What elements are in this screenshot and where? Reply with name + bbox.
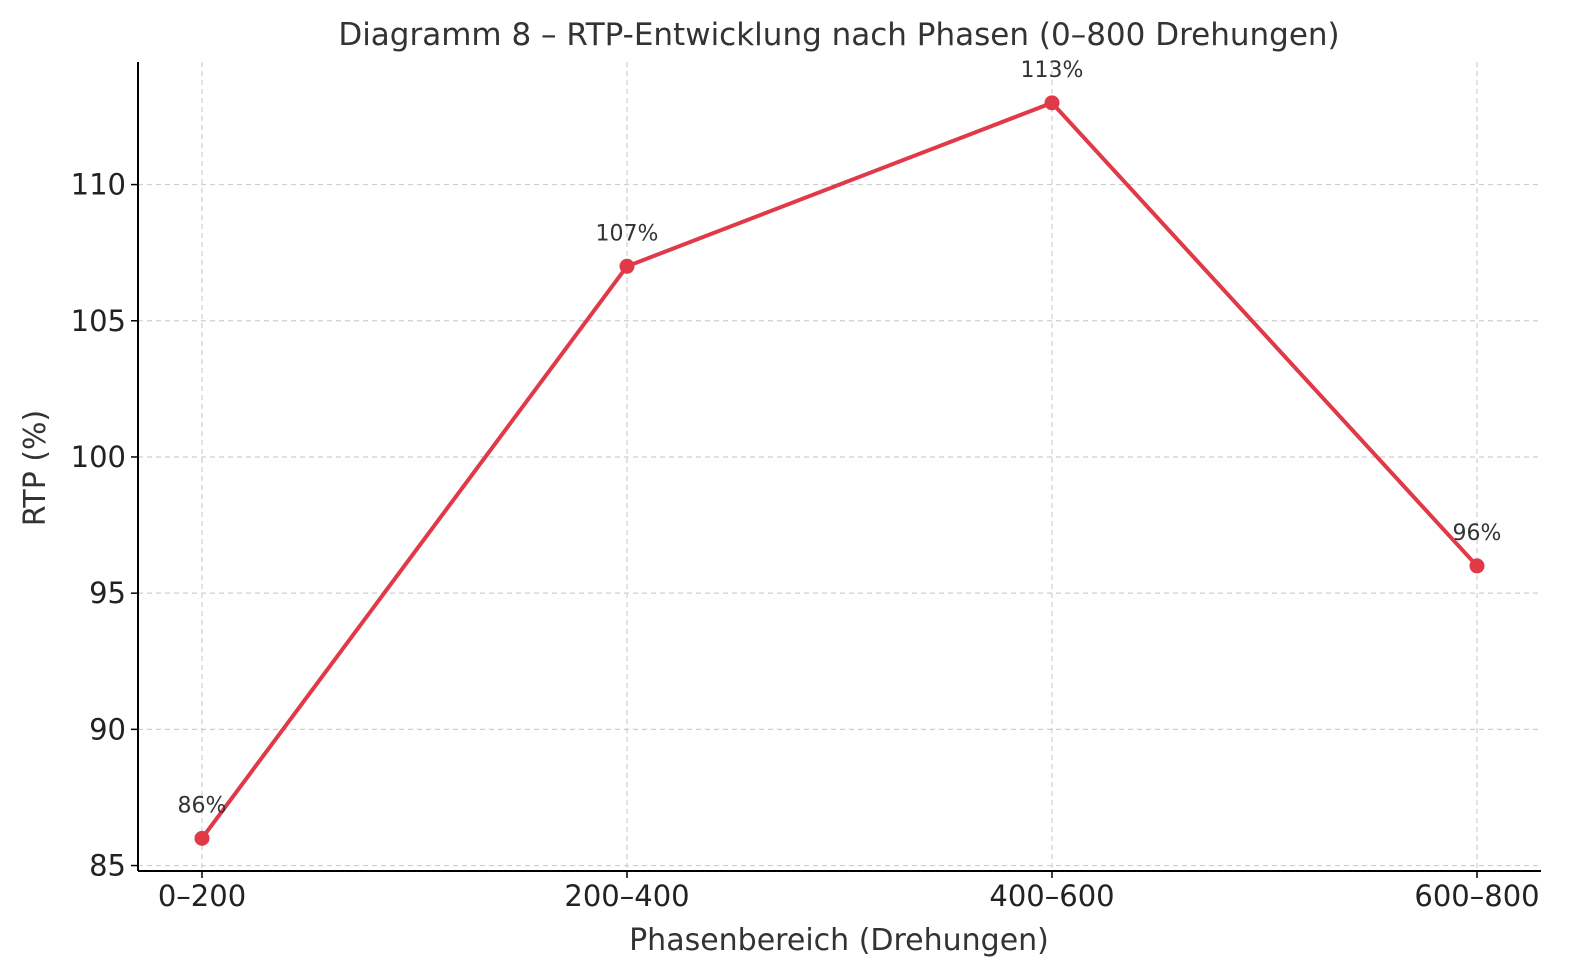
y-tick-label: 85 — [89, 849, 126, 883]
chart-title: Diagramm 8 – RTP-Entwicklung nach Phasen… — [338, 17, 1339, 53]
y-axis-label: RTP (%) — [18, 410, 53, 527]
series — [194, 95, 1485, 846]
y-tick-label: 105 — [71, 304, 126, 338]
data-point — [194, 830, 210, 846]
y-tick-label: 100 — [71, 440, 126, 474]
data-label: 113% — [1021, 58, 1084, 83]
y-tick-label: 90 — [89, 712, 126, 746]
x-tick-label: 400–600 — [989, 879, 1114, 913]
y-tick-label: 95 — [89, 576, 126, 610]
data-label: 86% — [178, 793, 227, 818]
data-point — [1469, 558, 1485, 574]
data-point — [1044, 95, 1060, 111]
data-label: 96% — [1453, 521, 1502, 546]
y-tick-label: 110 — [71, 168, 126, 202]
axes — [137, 62, 1541, 872]
ticks: 85 90 95 100 105 110 0–200 200–400 400–600 600–80… — [71, 168, 1540, 913]
x-axis-label: Phasenbereich (Drehungen) — [629, 923, 1049, 958]
data-label: 107% — [596, 221, 659, 246]
x-tick-label: 0–200 — [158, 879, 246, 913]
series-line — [200, 100, 1479, 841]
data-labels: 86% 107% 113% 96% — [178, 58, 1502, 818]
x-tick-label: 200–400 — [564, 879, 689, 913]
x-tick-label: 600–800 — [1414, 879, 1539, 913]
data-point — [619, 258, 635, 274]
